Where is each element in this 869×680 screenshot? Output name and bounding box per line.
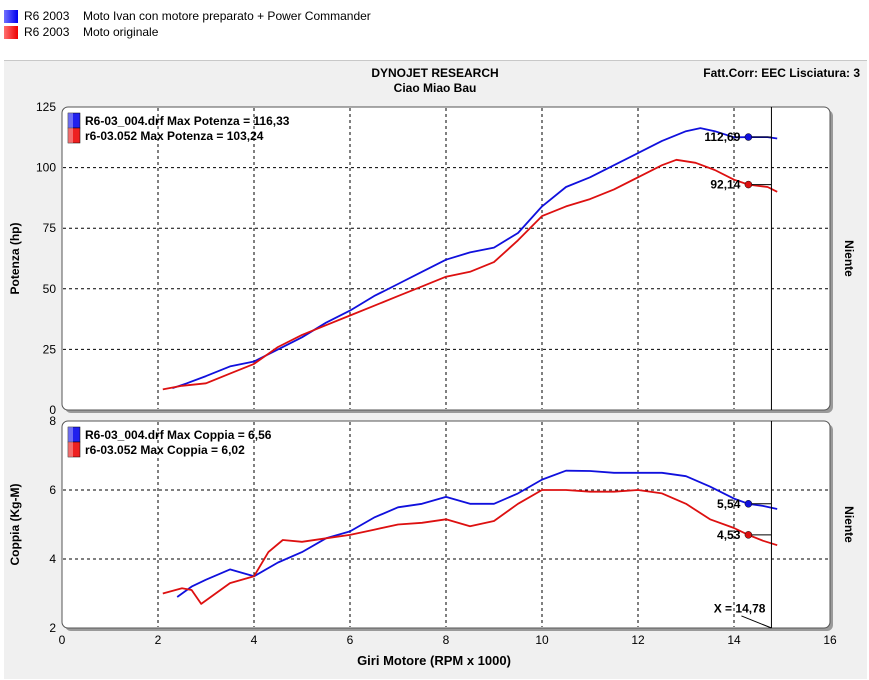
marker-dot — [744, 500, 753, 508]
red-swatch-icon — [4, 26, 18, 39]
y-tick-label: 125 — [36, 100, 56, 114]
y-axis-label: Potenza (hp) — [8, 223, 22, 295]
x-axis-label: Giri Motore (RPM x 1000) — [357, 653, 511, 668]
y-tick-label: 100 — [36, 161, 56, 175]
x-tick-label: 10 — [535, 633, 549, 647]
legend-row-description: Moto originale — [83, 25, 159, 39]
y-tick-label: 2 — [49, 621, 56, 635]
marker-value-label: 92,14 — [710, 178, 740, 192]
legend-row-description: Moto Ivan con motore preparato + Power C… — [83, 9, 371, 23]
x-tick-label: 2 — [155, 633, 162, 647]
y-tick-label: 75 — [43, 221, 57, 235]
y-tick-label: 0 — [49, 403, 56, 417]
legend-entry: R6-03_004.drf Max Potenza = 116,33 — [85, 114, 290, 128]
power-chart: 0 25 50 75 100 125 Potenza (hp) Niente 112,69 92,… — [8, 100, 856, 417]
legend-swatch-highlight — [68, 427, 73, 457]
marker-value-label: 5,54 — [717, 497, 741, 511]
legend-row-name: R6 2003 — [24, 9, 70, 23]
cursor-readout: X = 14,78 — [714, 601, 766, 615]
y-tick-label: 4 — [49, 552, 56, 566]
y-tick-label: 25 — [43, 342, 57, 356]
legend-entry: r6-03.052 Max Coppia = 6,02 — [85, 443, 245, 457]
legend-swatch-red-icon — [67, 127, 81, 144]
legend-swatch-red-icon — [67, 441, 81, 458]
legend-entry: R6-03_004.drf Max Coppia = 6,56 — [85, 428, 272, 442]
marker-value-label: 112,69 — [704, 130, 740, 144]
legend-entry: r6-03.052 Max Potenza = 103,24 — [85, 129, 264, 143]
series-line-original — [162, 489, 778, 605]
legend-row-name: R6 2003 — [24, 25, 70, 39]
right-axis-label: Niente — [842, 240, 856, 277]
x-tick-label: 12 — [631, 633, 645, 647]
x-tick-label: 14 — [727, 633, 741, 647]
marker-dot — [744, 531, 753, 539]
series-line-modified — [176, 469, 778, 598]
chart-title: DYNOJET RESEARCH — [371, 66, 499, 80]
y-tick-label: 6 — [49, 483, 56, 497]
correction-factor: Fatt.Corr: EEC Lisciatura: 3 — [703, 66, 860, 80]
x-tick-label: 8 — [443, 633, 450, 647]
x-tick-label: 0 — [59, 633, 66, 647]
y-tick-label: 50 — [43, 282, 57, 296]
y-tick-label: 8 — [49, 414, 56, 428]
marker-dot — [744, 180, 753, 189]
marker-value-label: 4,53 — [717, 528, 741, 542]
series-line-original — [162, 158, 778, 391]
right-axis-label: Niente — [842, 506, 856, 543]
y-axis-label: Coppia (Kg-M) — [8, 484, 22, 566]
marker-dot — [744, 133, 753, 141]
cursor-leader-line — [741, 615, 772, 629]
blue-swatch-icon — [4, 10, 18, 23]
torque-chart: 2 4 6 8 Coppia (Kg-M) Niente 5,54 4,53 R6-03_004… — [8, 414, 856, 635]
chart-subtitle: Ciao Miao Bau — [393, 81, 477, 95]
legend-swatch-highlight — [68, 113, 73, 143]
x-tick-label: 16 — [823, 633, 837, 647]
x-tick-label: 6 — [347, 633, 354, 647]
file-legend: R6 2003 Moto Ivan con motore preparato +… — [0, 0, 869, 56]
x-tick-label: 4 — [251, 633, 258, 647]
